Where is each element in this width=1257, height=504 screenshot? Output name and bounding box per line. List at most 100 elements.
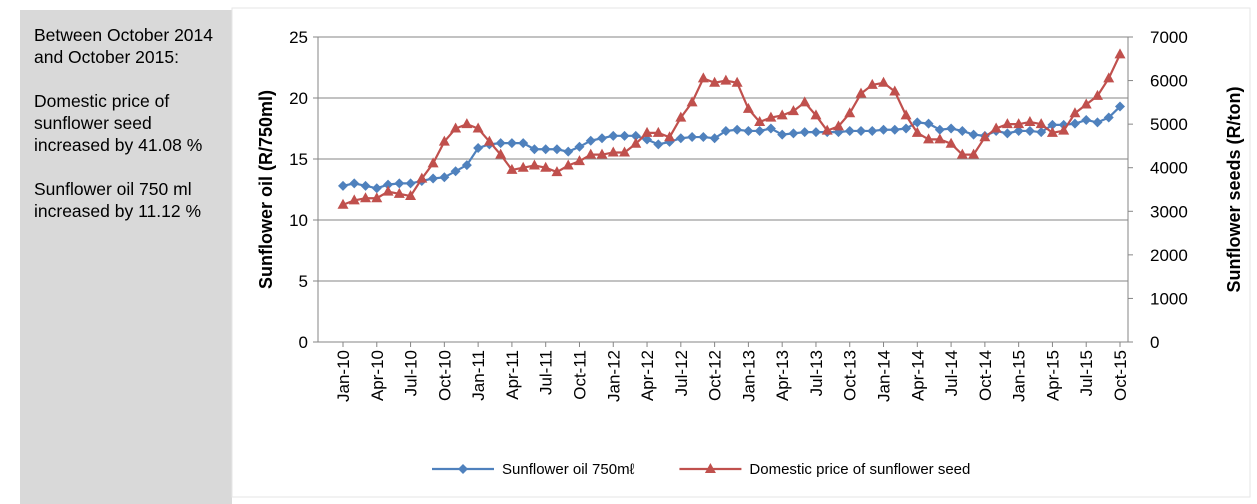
- x-tick-label: Apr-10: [368, 350, 387, 401]
- marker: [934, 133, 946, 144]
- marker: [821, 124, 833, 135]
- x-tick-label: Oct-13: [841, 350, 860, 401]
- x-tick-label: Jan-14: [875, 350, 894, 402]
- marker: [878, 124, 889, 135]
- marker: [720, 74, 732, 85]
- marker: [405, 178, 416, 189]
- marker: [338, 180, 348, 191]
- marker: [912, 117, 923, 128]
- sidebar-paragraph: Sunflower oil 750 ml increased by 11.12 …: [34, 179, 202, 221]
- marker: [506, 138, 517, 149]
- marker: [540, 144, 551, 155]
- marker: [1047, 119, 1058, 130]
- marker: [788, 128, 799, 139]
- sidebar-paragraph: Between October 2014 and October 2015:: [34, 25, 214, 67]
- marker: [1058, 124, 1070, 135]
- marker: [1080, 98, 1092, 109]
- x-tick-label: Oct-12: [706, 350, 725, 401]
- marker: [697, 72, 709, 83]
- marker: [686, 96, 698, 107]
- marker: [1114, 48, 1126, 59]
- marker: [394, 178, 405, 189]
- marker: [642, 134, 653, 145]
- marker: [979, 131, 991, 142]
- x-tick-label: Jul-10: [402, 350, 421, 396]
- y2-tick-label: 2000: [1150, 246, 1188, 265]
- legend-label: Domestic price of sunflower seed: [749, 461, 970, 478]
- marker: [968, 129, 979, 140]
- marker: [855, 87, 867, 98]
- marker: [901, 123, 912, 134]
- marker: [653, 139, 664, 150]
- marker: [416, 172, 428, 183]
- marker: [866, 78, 878, 89]
- marker: [337, 198, 349, 209]
- marker: [551, 144, 562, 155]
- marker: [382, 185, 394, 196]
- marker: [709, 133, 720, 144]
- marker: [911, 126, 923, 137]
- marker: [923, 118, 934, 129]
- marker: [630, 137, 642, 148]
- marker: [472, 122, 484, 133]
- marker: [1013, 125, 1024, 136]
- marker: [573, 155, 585, 166]
- y2-tick-label: 1000: [1150, 289, 1188, 308]
- x-tick-label: Jul-13: [807, 350, 826, 396]
- marker: [619, 130, 630, 141]
- marker: [742, 102, 754, 113]
- marker: [619, 146, 631, 157]
- x-tick-label: Jul-12: [672, 350, 691, 396]
- x-tick-label: Jan-15: [1010, 350, 1029, 402]
- marker: [1024, 115, 1036, 126]
- marker: [1092, 117, 1103, 128]
- marker: [787, 105, 799, 116]
- x-tick-label: Oct-10: [435, 350, 454, 401]
- marker: [506, 163, 518, 174]
- marker: [529, 144, 540, 155]
- x-tick-label: Apr-11: [503, 350, 522, 400]
- x-tick-label: Jul-15: [1077, 350, 1096, 396]
- marker: [518, 138, 529, 149]
- marker: [1036, 127, 1047, 138]
- y-tick-label: 5: [299, 272, 308, 291]
- marker: [765, 123, 776, 134]
- marker: [889, 124, 900, 135]
- marker: [371, 183, 382, 194]
- marker: [574, 141, 585, 152]
- marker: [776, 109, 788, 120]
- x-tick-label: Oct-11: [570, 350, 589, 400]
- marker: [495, 138, 506, 149]
- marker: [1013, 118, 1025, 129]
- marker: [878, 76, 890, 87]
- sidebar-paragraph: Domestic price of sunflower seed increas…: [34, 91, 203, 155]
- marker: [687, 132, 698, 143]
- marker: [754, 115, 766, 126]
- x-tick-label: Apr-13: [773, 350, 792, 401]
- marker: [517, 161, 529, 172]
- marker: [832, 120, 844, 131]
- marker: [810, 109, 822, 120]
- x-tick-label: Apr-15: [1043, 350, 1062, 401]
- marker: [630, 130, 641, 141]
- y2-tick-label: 3000: [1150, 202, 1188, 221]
- marker: [360, 180, 371, 191]
- series-line: [342, 53, 1121, 206]
- marker: [371, 192, 383, 203]
- marker: [856, 125, 866, 136]
- marker: [946, 123, 957, 134]
- x-tick-label: Jan-10: [334, 350, 353, 402]
- marker: [563, 146, 574, 157]
- marker: [528, 159, 540, 170]
- marker: [439, 172, 450, 183]
- marker: [957, 125, 968, 136]
- marker: [1069, 118, 1080, 129]
- marker: [383, 179, 394, 190]
- marker: [1046, 126, 1058, 137]
- y-tick-label: 0: [299, 333, 308, 352]
- marker: [483, 135, 495, 146]
- x-tick-label: Oct-14: [976, 350, 995, 401]
- marker: [360, 192, 372, 203]
- x-tick-label: Apr-14: [908, 350, 927, 401]
